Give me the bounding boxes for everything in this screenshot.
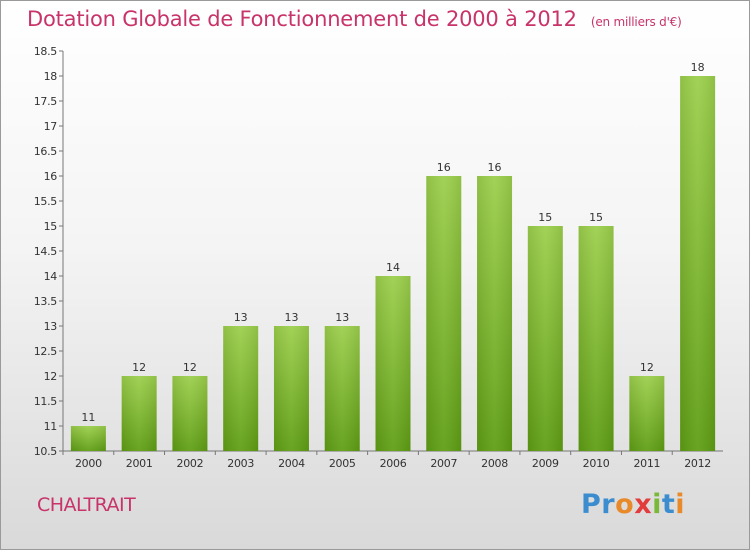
y-tick-label: 11.5 [34,395,58,408]
bar-shade [172,376,208,451]
bar-value-label: 14 [386,261,400,274]
x-tick-label: 2004 [278,457,305,470]
x-tick-label: 2006 [380,457,407,470]
bar-shade [578,226,614,451]
logo-letter: i [652,489,662,520]
bar-value-label: 16 [437,161,451,174]
chart-title: Dotation Globale de Fonctionnement de 20… [27,7,682,31]
logo-letter: x [634,489,653,520]
bar-shade [527,226,563,451]
y-tick-label: 14 [44,270,58,283]
bar-shade [70,426,106,451]
title-text: Dotation Globale de Fonctionnement de 20… [27,7,577,31]
bar-value-label: 12 [183,361,197,374]
y-tick-label: 17.5 [34,95,58,108]
x-tick-label: 2003 [227,457,254,470]
bar-shade [273,326,309,451]
commune-name: CHALTRAIT [37,494,136,516]
logo-letter: P [581,489,602,520]
y-tick-label: 15.5 [34,195,58,208]
y-tick-label: 18 [44,70,58,83]
x-tick-label: 2012 [684,457,711,470]
bar-value-label: 18 [691,61,705,74]
x-tick-label: 2008 [481,457,508,470]
bar-value-label: 16 [488,161,502,174]
bar-value-label: 13 [335,311,349,324]
bar-shade [375,276,411,451]
y-tick-label: 15 [44,220,58,233]
x-tick-label: 2002 [177,457,204,470]
y-tick-label: 12 [44,370,57,383]
y-tick-label: 13.5 [34,295,58,308]
bar-value-label: 13 [234,311,248,324]
bar-value-label: 12 [132,361,146,374]
y-tick-label: 10.5 [34,445,58,458]
x-tick-label: 2005 [329,457,356,470]
bar-value-label: 11 [81,411,95,424]
y-tick-label: 16.5 [34,145,58,158]
bar-value-label: 12 [640,361,654,374]
bar-value-label: 13 [284,311,298,324]
logo-letter: t [661,489,676,520]
x-tick-label: 2010 [583,457,610,470]
bar-shade [629,376,665,451]
bar-shade [121,376,157,451]
x-tick-label: 2011 [633,457,660,470]
bar-shade [324,326,360,451]
x-tick-label: 2009 [532,457,559,470]
y-tick-label: 14.5 [34,245,58,258]
bar-value-label: 15 [538,211,552,224]
chart-subtitle: (en milliers d'€) [590,15,682,29]
y-tick-label: 11 [44,420,57,433]
bar-shade [426,176,462,451]
bar-value-label: 15 [589,211,603,224]
y-tick-label: 13 [44,320,58,333]
x-tick-label: 2007 [430,457,457,470]
y-tick-label: 12.5 [34,345,58,358]
bar-shade [477,176,513,451]
x-tick-label: 2000 [75,457,102,470]
logo-letter: o [615,489,635,520]
y-tick-label: 18.5 [34,45,58,58]
y-tick-label: 16 [44,170,58,183]
x-tick-label: 2001 [126,457,153,470]
logo-letter: r [601,489,616,520]
proxiti-logo: Proxiti [581,489,685,520]
bar-shade [680,76,716,451]
bar-shade [223,326,259,451]
y-tick-label: 17 [44,120,58,133]
logo-letter: i [675,489,686,520]
